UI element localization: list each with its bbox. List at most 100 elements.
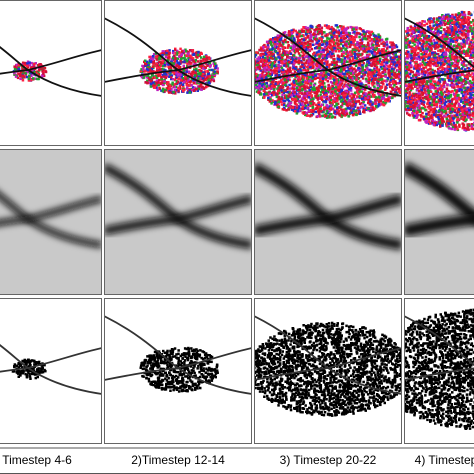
speckle [197, 376, 200, 380]
speckle [355, 74, 358, 77]
speckle [25, 369, 28, 372]
speckle [337, 78, 340, 81]
speckle [30, 66, 33, 69]
speckle [389, 41, 392, 44]
speckle [285, 40, 288, 44]
speckle [13, 365, 16, 368]
speckle [157, 55, 160, 58]
speckle [394, 88, 397, 92]
speckle [149, 60, 153, 64]
speckle [180, 79, 183, 82]
speckle [359, 45, 362, 48]
speckle [179, 59, 182, 62]
speckle [269, 76, 272, 79]
speckle [314, 103, 318, 107]
speckle [325, 116, 329, 119]
speckle [155, 62, 159, 65]
speckle [274, 81, 278, 84]
speckle [150, 57, 153, 61]
speckle [295, 94, 298, 98]
speckle [297, 92, 300, 96]
speckle [368, 36, 372, 39]
speckle [14, 75, 18, 78]
speckle [309, 39, 312, 42]
speckle [27, 79, 31, 82]
speckle [384, 53, 388, 57]
speckle [192, 82, 196, 85]
speckle [153, 80, 157, 84]
speckle [342, 37, 346, 41]
speckle [316, 98, 320, 101]
speckle [324, 112, 328, 116]
speckle [292, 86, 296, 89]
speckle [363, 98, 366, 102]
speckle [345, 40, 349, 44]
speckle [284, 89, 287, 92]
speckle [285, 80, 288, 84]
speckle [337, 71, 340, 74]
speckle [323, 31, 326, 34]
speckle [323, 106, 326, 109]
speckle [355, 113, 358, 117]
speckle [302, 46, 305, 50]
speckle [349, 109, 353, 112]
speckle [365, 80, 368, 83]
speckle [304, 26, 307, 29]
speckle [333, 81, 336, 85]
speckle [162, 349, 165, 353]
speckle [320, 26, 324, 29]
speckle [177, 359, 181, 362]
speckle [190, 369, 194, 372]
speckle [298, 91, 302, 95]
speckle [294, 66, 298, 69]
speckle [267, 86, 271, 90]
speckle [353, 39, 356, 42]
speckle [142, 367, 146, 370]
speckle [171, 51, 175, 55]
speckle [335, 97, 338, 100]
speckle [297, 52, 301, 55]
speckle [184, 58, 188, 61]
speckle [199, 386, 202, 390]
speckle [297, 60, 301, 63]
speckle [367, 50, 370, 53]
speckle [349, 69, 353, 72]
speckle [184, 355, 187, 359]
speckle [184, 49, 188, 53]
speckle [32, 77, 35, 80]
speckle [373, 52, 376, 55]
speckle [281, 62, 284, 65]
speckle [293, 74, 297, 77]
speckle [325, 70, 328, 74]
speckle [186, 356, 189, 360]
speckle [157, 362, 160, 365]
speckle [354, 85, 358, 88]
speckle [146, 360, 149, 364]
speckle [190, 388, 193, 391]
speckle [390, 73, 394, 76]
speckle [29, 369, 32, 373]
speckle [180, 353, 184, 356]
speckle [160, 359, 163, 362]
speckle [158, 382, 161, 385]
speckle [277, 70, 281, 73]
speckle [330, 61, 334, 64]
speckle [372, 33, 375, 37]
speckle [311, 105, 315, 109]
speckle [183, 361, 186, 364]
speckle [170, 376, 174, 380]
speckle [395, 63, 398, 67]
speckle [281, 78, 285, 81]
speckle [287, 108, 290, 111]
speckle [311, 86, 314, 90]
panel-content [0, 298, 102, 444]
speckle [139, 364, 143, 367]
speckle [204, 371, 207, 374]
speckle [334, 71, 337, 75]
speckle [347, 115, 350, 118]
speckle [163, 63, 167, 67]
speckle [268, 66, 271, 69]
speckle [147, 380, 151, 383]
speckle [311, 76, 314, 79]
